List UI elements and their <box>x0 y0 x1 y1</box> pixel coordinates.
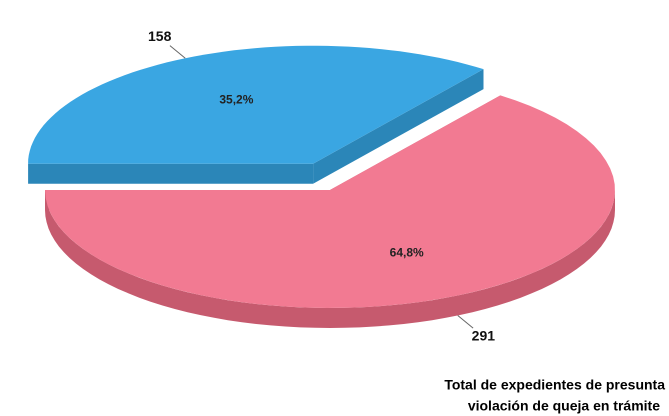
count-label: 158 <box>148 28 172 44</box>
slice <box>45 95 615 309</box>
chart-title: Total de expedientes de presunta <box>444 377 665 393</box>
slice-side <box>45 190 615 328</box>
slice-label: 64,8% <box>390 245 424 259</box>
count-label: 291 <box>472 327 496 343</box>
slice-side <box>28 163 314 184</box>
slice <box>28 45 484 164</box>
slice-side <box>313 69 484 184</box>
leader-line <box>457 315 474 329</box>
slice-label: 35,2% <box>219 93 253 107</box>
chart-title: violación de queja en trámite <box>468 398 660 414</box>
leader-line <box>169 45 186 59</box>
